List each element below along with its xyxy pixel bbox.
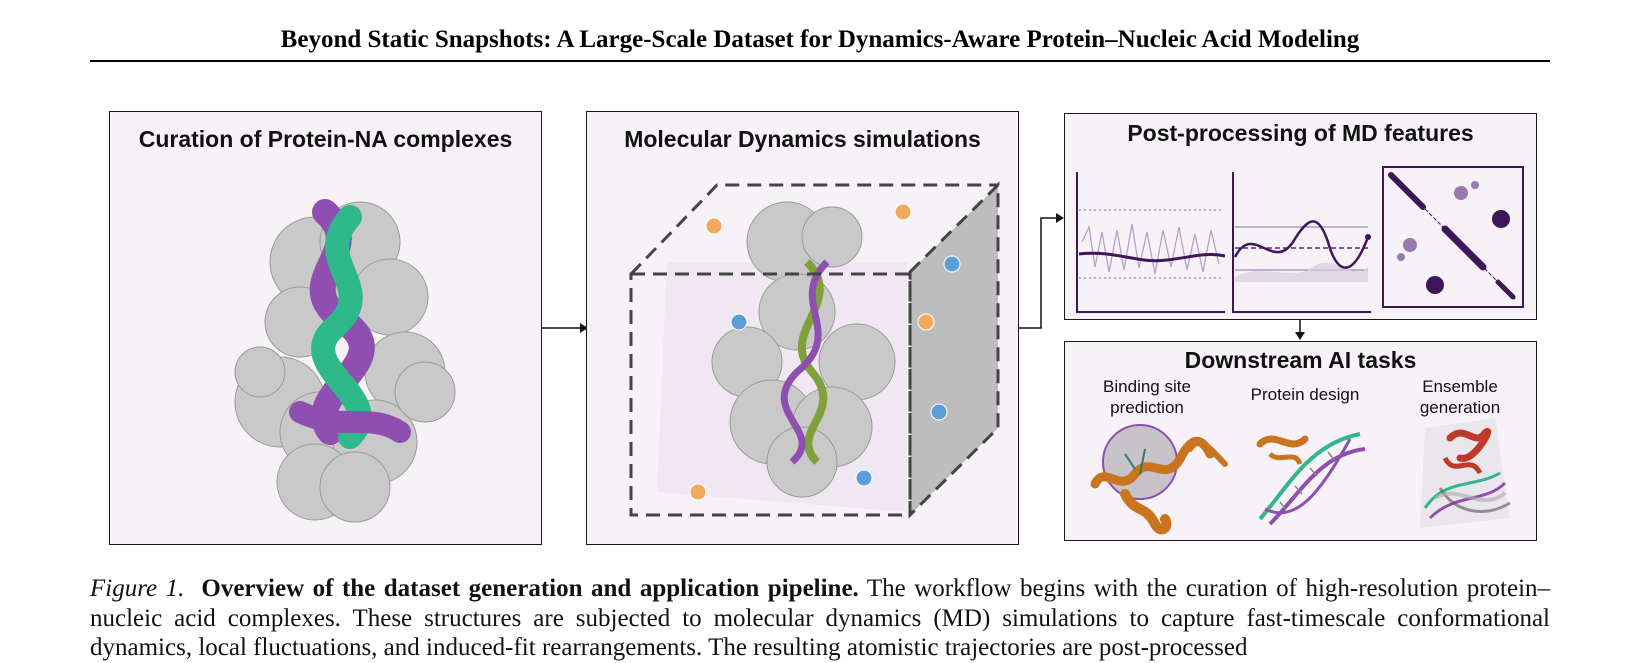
page-title: Beyond Static Snapshots: A Large-Scale D… xyxy=(280,26,1360,53)
caption-bold: Overview of the dataset generation and a… xyxy=(201,575,859,602)
binding-site-image xyxy=(1090,424,1228,535)
arrow-postprocessing-to-downstream xyxy=(1295,320,1305,340)
task-label-protein-design: Protein design xyxy=(1250,385,1360,404)
oscillation-plot-icon xyxy=(1232,172,1371,313)
task-label-binding-site: Binding site prediction xyxy=(1103,377,1191,417)
figure-caption: Figure 1. Overview of the dataset genera… xyxy=(90,574,1550,663)
caption-text: The workflow begins with the curation of… xyxy=(90,575,1551,661)
panel-md: Molecular Dynamics simulations xyxy=(586,111,1019,545)
arrow-md-to-postprocessing xyxy=(1019,213,1064,329)
simulation-box-image xyxy=(629,181,1000,519)
panel-md-title: Molecular Dynamics simulations xyxy=(624,126,981,152)
arrow-curation-to-md xyxy=(542,323,588,333)
caption-label: Figure 1. xyxy=(90,575,185,602)
panel-curation-title: Curation of Protein-NA complexes xyxy=(138,126,513,152)
task-label-ensemble-generation: Ensemble generation xyxy=(1419,377,1501,417)
timeseries-plot-icon xyxy=(1076,172,1226,313)
panel-curation: Curation of Protein-NA complexes xyxy=(109,111,542,545)
panel-downstream: Downstream AI tasks Binding site predict… xyxy=(1064,341,1537,541)
protein-complex-image xyxy=(234,199,456,523)
protein-design-image xyxy=(1256,432,1366,526)
panel-postprocessing-title: Post-processing of MD features xyxy=(1127,120,1474,146)
panel-downstream-title: Downstream AI tasks xyxy=(1184,347,1417,373)
title-rule xyxy=(90,60,1550,62)
correlation-matrix-icon xyxy=(1382,166,1524,308)
panel-postprocessing: Post-processing of MD features xyxy=(1064,113,1537,320)
ensemble-image xyxy=(1420,418,1511,528)
